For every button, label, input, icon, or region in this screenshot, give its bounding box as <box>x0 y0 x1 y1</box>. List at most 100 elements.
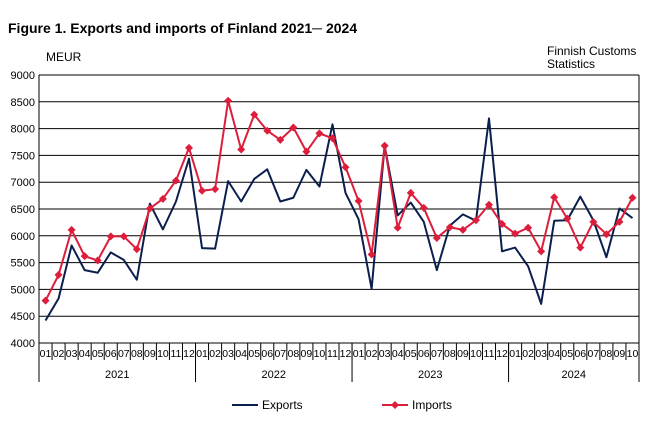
y-tick-label: 4500 <box>11 311 35 323</box>
imports-point <box>41 296 50 305</box>
x-tick-label: 03 <box>222 348 234 360</box>
x-tick-label: 01 <box>40 348 52 360</box>
x-tick-label: 07 <box>274 348 286 360</box>
imports-legend-label: Imports <box>412 398 452 412</box>
imports-point <box>458 225 467 234</box>
y-tick-label: 8500 <box>11 97 35 109</box>
imports-point <box>563 214 572 223</box>
imports-point <box>419 203 428 212</box>
x-tick-label: 12 <box>496 348 508 360</box>
y-axis-unit-label: MEUR <box>46 50 82 64</box>
imports-point <box>576 243 585 252</box>
x-tick-label: 05 <box>92 348 104 360</box>
imports-point <box>263 126 272 135</box>
imports-point <box>276 135 285 144</box>
imports-point <box>550 193 559 202</box>
imports-point <box>67 225 76 234</box>
x-tick-label: 02 <box>53 348 65 360</box>
imports-point <box>119 232 128 241</box>
y-tick-label: 8000 <box>11 124 35 136</box>
imports-point <box>380 141 389 150</box>
year-label: 2021 <box>105 369 129 381</box>
imports-point <box>432 233 441 242</box>
x-tick-label: 10 <box>470 348 482 360</box>
x-tick-label: 12 <box>183 348 195 360</box>
imports-point <box>485 200 493 209</box>
x-tick-label: 07 <box>588 348 600 360</box>
x-tick-label: 06 <box>261 348 273 360</box>
imports-point <box>158 194 167 203</box>
imports-point <box>341 163 350 172</box>
x-tick-label: 12 <box>340 348 352 360</box>
imports-point <box>224 96 233 105</box>
y-tick-label: 6000 <box>11 231 35 243</box>
x-tick-label: 07 <box>118 348 130 360</box>
x-tick-label: 04 <box>235 348 247 360</box>
x-tick-label: 06 <box>418 348 430 360</box>
x-tick-label: 09 <box>457 348 469 360</box>
imports-point <box>524 223 533 232</box>
y-tick-label: 5500 <box>11 258 35 270</box>
y-tick-label: 5000 <box>11 284 35 296</box>
y-tick-label: 7000 <box>11 177 35 189</box>
x-tick-label: 07 <box>431 348 443 360</box>
x-tick-label: 01 <box>196 348 208 360</box>
imports-point <box>93 256 102 265</box>
y-tick-label: 4000 <box>11 338 35 350</box>
x-tick-label: 11 <box>171 348 182 360</box>
imports-point <box>106 232 115 241</box>
x-tick-label: 01 <box>353 348 365 360</box>
source-line-1: Finnish Customs <box>547 44 637 58</box>
imports-point <box>237 145 246 154</box>
imports-point <box>511 229 520 238</box>
imports-point <box>498 220 507 229</box>
imports-point <box>198 186 207 195</box>
x-tick-label: 11 <box>484 348 495 360</box>
imports-point <box>367 250 376 259</box>
x-tick-label: 09 <box>144 348 156 360</box>
x-tick-label: 06 <box>574 348 586 360</box>
year-label: 2022 <box>262 369 286 381</box>
x-tick-label: 11 <box>327 348 338 360</box>
x-tick-label: 10 <box>627 348 639 360</box>
x-tick-label: 08 <box>444 348 456 360</box>
imports-point <box>315 129 324 138</box>
x-tick-label: 06 <box>105 348 117 360</box>
imports-point <box>615 217 624 226</box>
chart-title: Figure 1. Exports and imports of Finland… <box>8 20 358 36</box>
x-tick-label: 03 <box>535 348 547 360</box>
imports-point <box>171 176 180 185</box>
source-note: Finnish Customs Statistics <box>547 45 636 71</box>
x-tick-label: 08 <box>288 348 300 360</box>
imports-point <box>354 196 363 205</box>
x-tick-label: 09 <box>301 348 313 360</box>
imports-point <box>54 270 63 279</box>
exports-legend-label: Exports <box>262 398 303 412</box>
source-line-2: Statistics <box>547 57 596 71</box>
year-label: 2023 <box>418 369 442 381</box>
x-tick-label: 02 <box>366 348 378 360</box>
imports-point <box>132 245 141 254</box>
x-tick-label: 10 <box>157 348 169 360</box>
imports-point <box>250 110 259 119</box>
imports-point <box>602 230 611 239</box>
imports-point <box>406 188 415 197</box>
x-tick-label: 02 <box>522 348 534 360</box>
imports-point <box>445 223 454 232</box>
x-tick-label: 01 <box>509 348 521 360</box>
x-tick-label: 02 <box>209 348 221 360</box>
y-tick-label: 9000 <box>11 70 35 82</box>
x-tick-label: 05 <box>248 348 260 360</box>
y-tick-label: 6500 <box>11 204 35 216</box>
exports-series-line <box>44 117 634 322</box>
imports-point <box>628 193 637 202</box>
x-tick-label: 04 <box>79 348 91 360</box>
imports-point <box>393 223 402 232</box>
x-tick-label: 04 <box>392 348 404 360</box>
y-tick-label: 7500 <box>11 150 35 162</box>
x-tick-label: 05 <box>561 348 573 360</box>
imports-legend-marker <box>391 401 399 409</box>
x-tick-label: 03 <box>66 348 78 360</box>
x-tick-label: 08 <box>601 348 613 360</box>
